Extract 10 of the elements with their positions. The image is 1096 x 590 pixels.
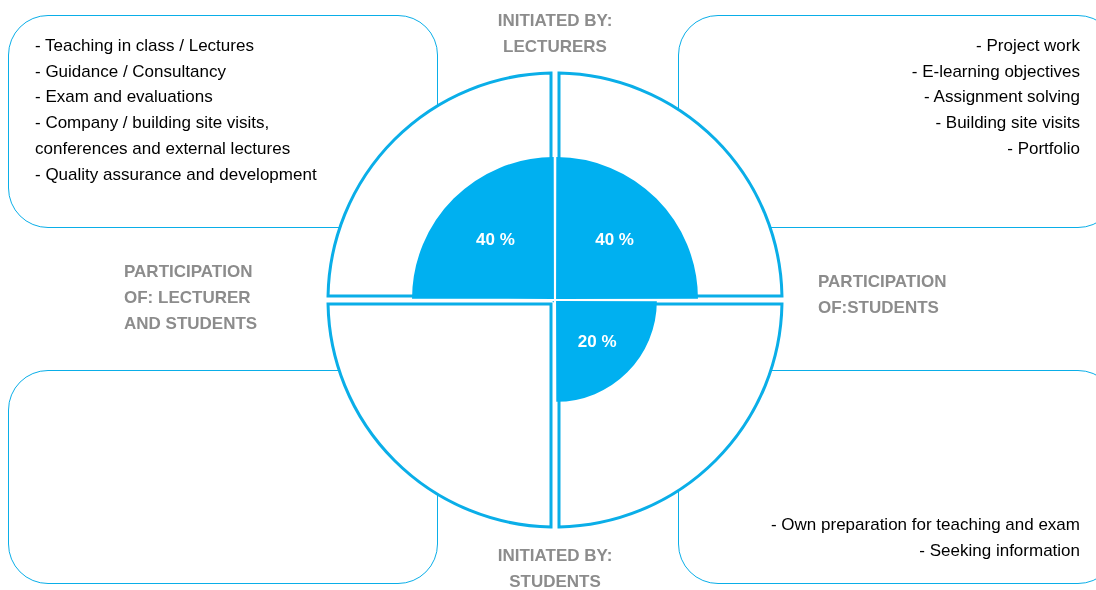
text: - Own preparation for teaching and exam - Seeking information: [770, 514, 1080, 562]
data-label: 40 %: [476, 230, 515, 250]
text: PARTICIPATION OF:STUDENTS: [818, 271, 947, 319]
data-label: 20 %: [577, 331, 617, 351]
text: - Teaching in class / Lectures - Guidance / Consultancy - Exam and evaluations - Company / building site visits, conferences and external lectures - Quality assurance and development: [35, 35, 317, 186]
text: INITIATED BY: LECTURERS: [496, 10, 614, 58]
data-label: 40 %: [595, 230, 634, 250]
text: PARTICIPATION OF: LECTURER AND STUDENTS: [124, 261, 258, 335]
text: INITIATED BY: STUDENTS: [496, 545, 614, 590]
text: - Project work - E-learning objectives - Assignment solving - Building site visits - Portfolio: [911, 35, 1080, 160]
